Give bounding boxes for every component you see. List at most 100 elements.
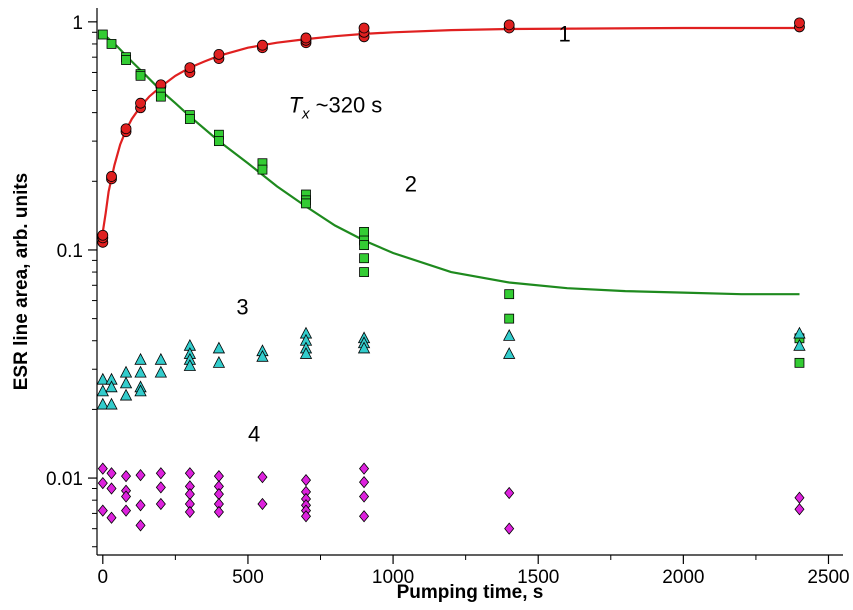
data-point-series-3	[134, 365, 147, 378]
data-point-series-1	[135, 97, 146, 109]
data-point-series-2	[214, 136, 224, 147]
data-point-series-1	[213, 48, 225, 60]
data-point-series-4	[213, 505, 224, 519]
data-point-series-3	[183, 359, 197, 371]
data-point-series-3	[357, 341, 371, 354]
data-point-series-4	[359, 475, 370, 489]
data-point-series-4	[155, 497, 166, 511]
data-point-series-4	[106, 482, 117, 495]
data-point-series-2	[359, 253, 369, 264]
data-point-series-4	[184, 467, 195, 480]
data-point-series-2	[135, 70, 146, 81]
y-tick-label: 0.01	[46, 469, 83, 490]
y-axis-title: ESR line area, arb. units	[11, 173, 32, 391]
data-points	[96, 17, 806, 535]
data-point-series-4	[300, 473, 312, 487]
data-point-series-3	[256, 349, 269, 362]
data-point-series-2	[504, 313, 515, 324]
data-point-series-3	[299, 347, 313, 359]
data-point-series-2	[504, 289, 515, 300]
x-tick-label: 0	[98, 567, 109, 588]
x-tick-label: 2500	[807, 567, 849, 588]
data-point-series-1	[97, 229, 109, 241]
tx-value: ~320 s	[310, 93, 383, 118]
data-point-series-1	[794, 17, 805, 29]
x-tick-label: 1000	[372, 567, 414, 588]
data-point-series-4	[257, 497, 268, 511]
data-point-series-4	[504, 522, 515, 535]
data-point-series-4	[106, 467, 117, 480]
data-point-series-4	[106, 511, 117, 524]
data-point-series-2	[794, 357, 805, 368]
data-point-series-2	[359, 240, 369, 251]
y-tick-label: 0.1	[57, 241, 83, 262]
x-tick-label: 500	[232, 567, 264, 588]
data-point-series-2	[359, 226, 369, 237]
x-tick-label: 2000	[662, 567, 704, 588]
data-point-series-4	[135, 499, 146, 512]
data-point-series-3	[134, 384, 147, 397]
data-point-series-1	[300, 32, 312, 44]
series-label-2: 2	[405, 172, 417, 197]
axes: 0 500 1000 1500 2000 2500 0.01 0.1 1	[46, 8, 850, 588]
data-point-series-1	[503, 19, 515, 31]
data-point-series-3	[793, 338, 806, 351]
data-point-series-3	[134, 352, 147, 365]
data-point-series-1	[184, 62, 196, 74]
fit-curves	[101, 26, 800, 296]
data-point-series-4	[213, 469, 224, 483]
data-point-series-2	[301, 198, 311, 209]
series-label-3: 3	[236, 295, 248, 320]
data-point-series-1	[120, 123, 132, 135]
data-point-series-4	[257, 470, 268, 484]
data-point-series-2	[155, 91, 166, 102]
data-point-series-4	[155, 481, 166, 494]
data-point-series-3	[154, 352, 168, 365]
tx-symbol: T	[289, 93, 304, 118]
data-point-series-3	[96, 384, 109, 397]
data-point-series-4	[359, 510, 370, 523]
y-tick-label: 1	[72, 13, 83, 34]
tx-subscript: x	[301, 106, 310, 123]
data-point-series-4	[121, 504, 132, 517]
data-point-series-4	[794, 503, 805, 516]
series-label-4: 4	[248, 421, 260, 446]
x-axis-title: Pumping time, s	[397, 582, 544, 603]
data-point-series-2	[359, 267, 369, 277]
data-point-series-3	[105, 380, 118, 393]
data-point-series-4	[155, 467, 166, 480]
data-point-series-4	[121, 490, 132, 503]
data-point-series-4	[97, 462, 108, 475]
data-point-series-1	[358, 22, 370, 34]
fit-curve-series-2	[102, 32, 800, 296]
data-point-series-4	[97, 477, 108, 490]
data-point-series-3	[154, 365, 168, 378]
data-point-series-4	[359, 462, 370, 475]
data-point-series-4	[359, 490, 370, 503]
annotations: 1 2 3 4 Tx ~320 s	[236, 22, 570, 447]
tx-annotation: Tx ~320 s	[289, 93, 383, 123]
data-point-series-3	[119, 388, 133, 401]
data-point-series-3	[96, 372, 109, 385]
data-point-series-3	[212, 355, 226, 368]
data-point-series-3	[96, 397, 109, 410]
data-point-series-4	[135, 519, 146, 532]
data-point-series-3	[119, 376, 133, 389]
data-point-series-4	[135, 469, 146, 482]
data-point-series-4	[794, 491, 805, 504]
data-point-series-4	[121, 469, 132, 483]
data-point-series-2	[257, 164, 268, 175]
data-point-series-3	[212, 341, 226, 354]
data-point-series-4	[97, 504, 108, 517]
data-point-series-2	[184, 114, 195, 124]
data-point-series-3	[119, 365, 133, 378]
data-point-series-3	[503, 329, 516, 341]
data-point-series-2	[121, 55, 131, 65]
x-tick-label: 1500	[517, 567, 559, 588]
data-point-series-4	[184, 505, 195, 519]
fit-curve-series-1	[101, 26, 800, 233]
data-point-series-2	[106, 39, 117, 49]
data-point-series-2	[97, 29, 108, 40]
data-point-series-3	[503, 347, 516, 359]
